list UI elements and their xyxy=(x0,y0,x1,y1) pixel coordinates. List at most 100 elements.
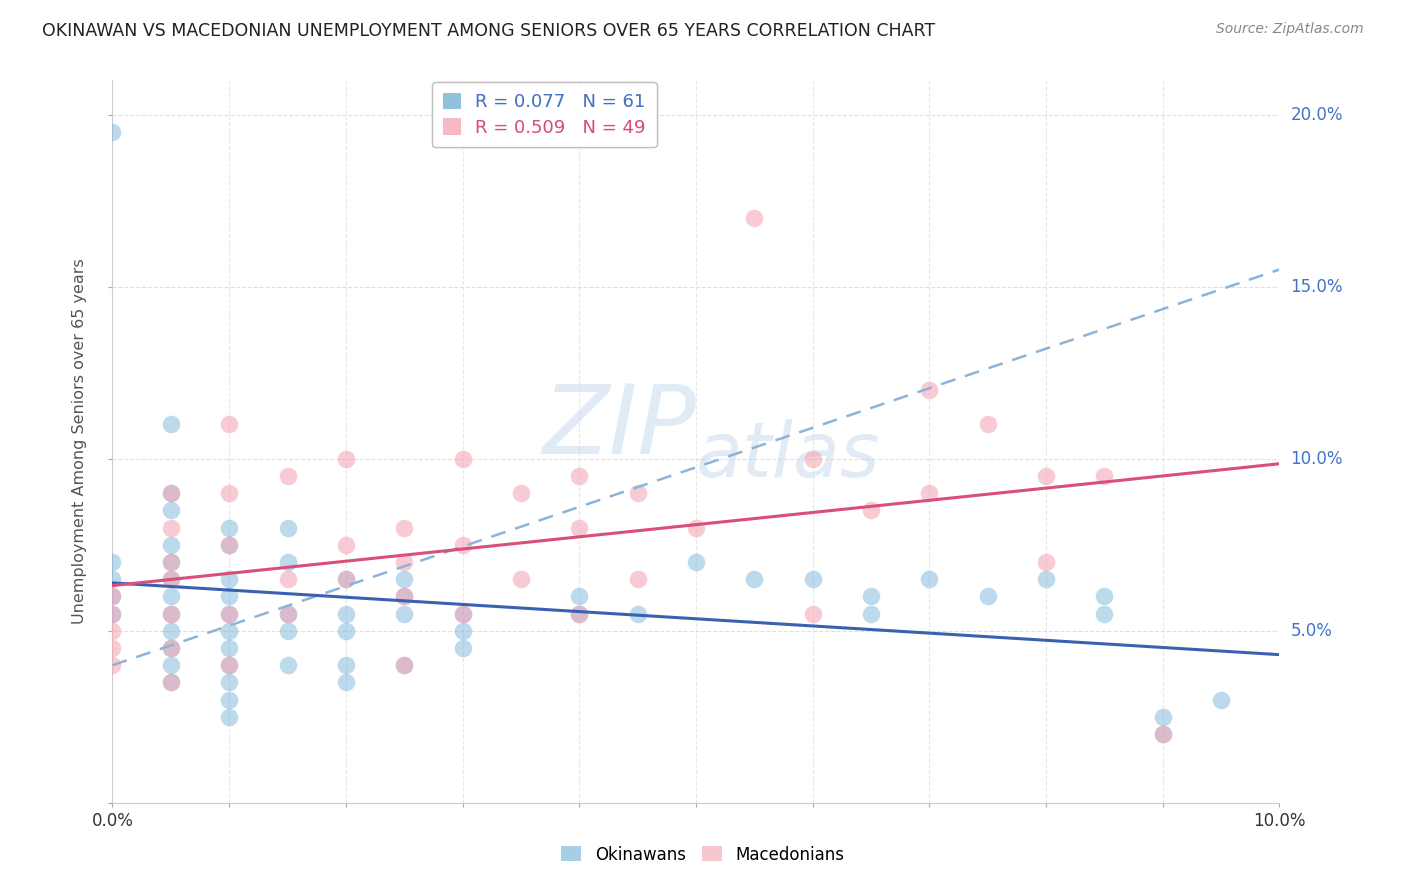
Point xyxy=(218,572,240,586)
Point xyxy=(918,383,941,397)
Point xyxy=(160,555,183,569)
Point xyxy=(218,675,240,690)
Point xyxy=(160,417,183,432)
Point xyxy=(335,675,357,690)
Point xyxy=(451,538,474,552)
Point xyxy=(1094,607,1116,621)
Point xyxy=(160,624,183,638)
Y-axis label: Unemployment Among Seniors over 65 years: Unemployment Among Seniors over 65 years xyxy=(72,259,87,624)
Point xyxy=(394,607,416,621)
Point xyxy=(509,486,531,500)
Point xyxy=(509,572,531,586)
Point xyxy=(394,658,416,673)
Text: ZIP: ZIP xyxy=(543,381,696,474)
Point xyxy=(394,520,416,534)
Point xyxy=(160,572,183,586)
Point xyxy=(276,469,298,483)
Point xyxy=(218,692,240,706)
Point xyxy=(101,624,124,638)
Point xyxy=(1152,727,1174,741)
Point xyxy=(276,572,298,586)
Point xyxy=(101,658,124,673)
Point xyxy=(160,538,183,552)
Point xyxy=(218,658,240,673)
Point xyxy=(568,607,591,621)
Point xyxy=(742,572,765,586)
Point xyxy=(218,710,240,724)
Point xyxy=(335,572,357,586)
Point xyxy=(860,503,883,517)
Point xyxy=(685,520,707,534)
Point xyxy=(218,486,240,500)
Text: 10.0%: 10.0% xyxy=(1291,450,1343,467)
Point xyxy=(335,572,357,586)
Point xyxy=(451,451,474,466)
Point xyxy=(1152,727,1174,741)
Point xyxy=(568,520,591,534)
Point xyxy=(160,640,183,655)
Point xyxy=(394,590,416,604)
Point xyxy=(335,538,357,552)
Point xyxy=(218,538,240,552)
Point xyxy=(451,640,474,655)
Point xyxy=(101,555,124,569)
Point xyxy=(218,640,240,655)
Point xyxy=(451,607,474,621)
Point xyxy=(1152,710,1174,724)
Text: Source: ZipAtlas.com: Source: ZipAtlas.com xyxy=(1216,22,1364,37)
Point xyxy=(335,451,357,466)
Point xyxy=(1035,469,1057,483)
Point xyxy=(276,624,298,638)
Point xyxy=(218,417,240,432)
Point xyxy=(1209,692,1232,706)
Point xyxy=(218,520,240,534)
Point xyxy=(627,607,650,621)
Point xyxy=(860,590,883,604)
Point xyxy=(101,590,124,604)
Point xyxy=(276,658,298,673)
Point xyxy=(218,607,240,621)
Point xyxy=(101,572,124,586)
Point xyxy=(218,607,240,621)
Point xyxy=(451,607,474,621)
Point xyxy=(918,486,941,500)
Point xyxy=(160,572,183,586)
Point xyxy=(801,572,824,586)
Point xyxy=(394,590,416,604)
Point xyxy=(160,607,183,621)
Text: 15.0%: 15.0% xyxy=(1291,277,1343,296)
Point xyxy=(976,417,998,432)
Point xyxy=(160,675,183,690)
Legend: R = 0.077   N = 61, R = 0.509   N = 49: R = 0.077 N = 61, R = 0.509 N = 49 xyxy=(432,82,657,147)
Point xyxy=(1094,469,1116,483)
Point xyxy=(218,590,240,604)
Point xyxy=(568,590,591,604)
Legend: Okinawans, Macedonians: Okinawans, Macedonians xyxy=(554,839,852,871)
Point xyxy=(160,486,183,500)
Point xyxy=(101,125,124,139)
Point xyxy=(1035,572,1057,586)
Point xyxy=(101,640,124,655)
Point xyxy=(335,658,357,673)
Point xyxy=(160,486,183,500)
Point xyxy=(394,658,416,673)
Point xyxy=(335,624,357,638)
Point xyxy=(160,640,183,655)
Point xyxy=(568,469,591,483)
Point xyxy=(1035,555,1057,569)
Point xyxy=(218,538,240,552)
Point xyxy=(918,572,941,586)
Point xyxy=(627,486,650,500)
Point xyxy=(394,555,416,569)
Point xyxy=(160,520,183,534)
Point xyxy=(568,607,591,621)
Point xyxy=(976,590,998,604)
Point xyxy=(801,451,824,466)
Point xyxy=(218,658,240,673)
Text: OKINAWAN VS MACEDONIAN UNEMPLOYMENT AMONG SENIORS OVER 65 YEARS CORRELATION CHAR: OKINAWAN VS MACEDONIAN UNEMPLOYMENT AMON… xyxy=(42,22,935,40)
Point xyxy=(101,607,124,621)
Point xyxy=(801,607,824,621)
Point xyxy=(276,607,298,621)
Point xyxy=(451,624,474,638)
Point xyxy=(160,555,183,569)
